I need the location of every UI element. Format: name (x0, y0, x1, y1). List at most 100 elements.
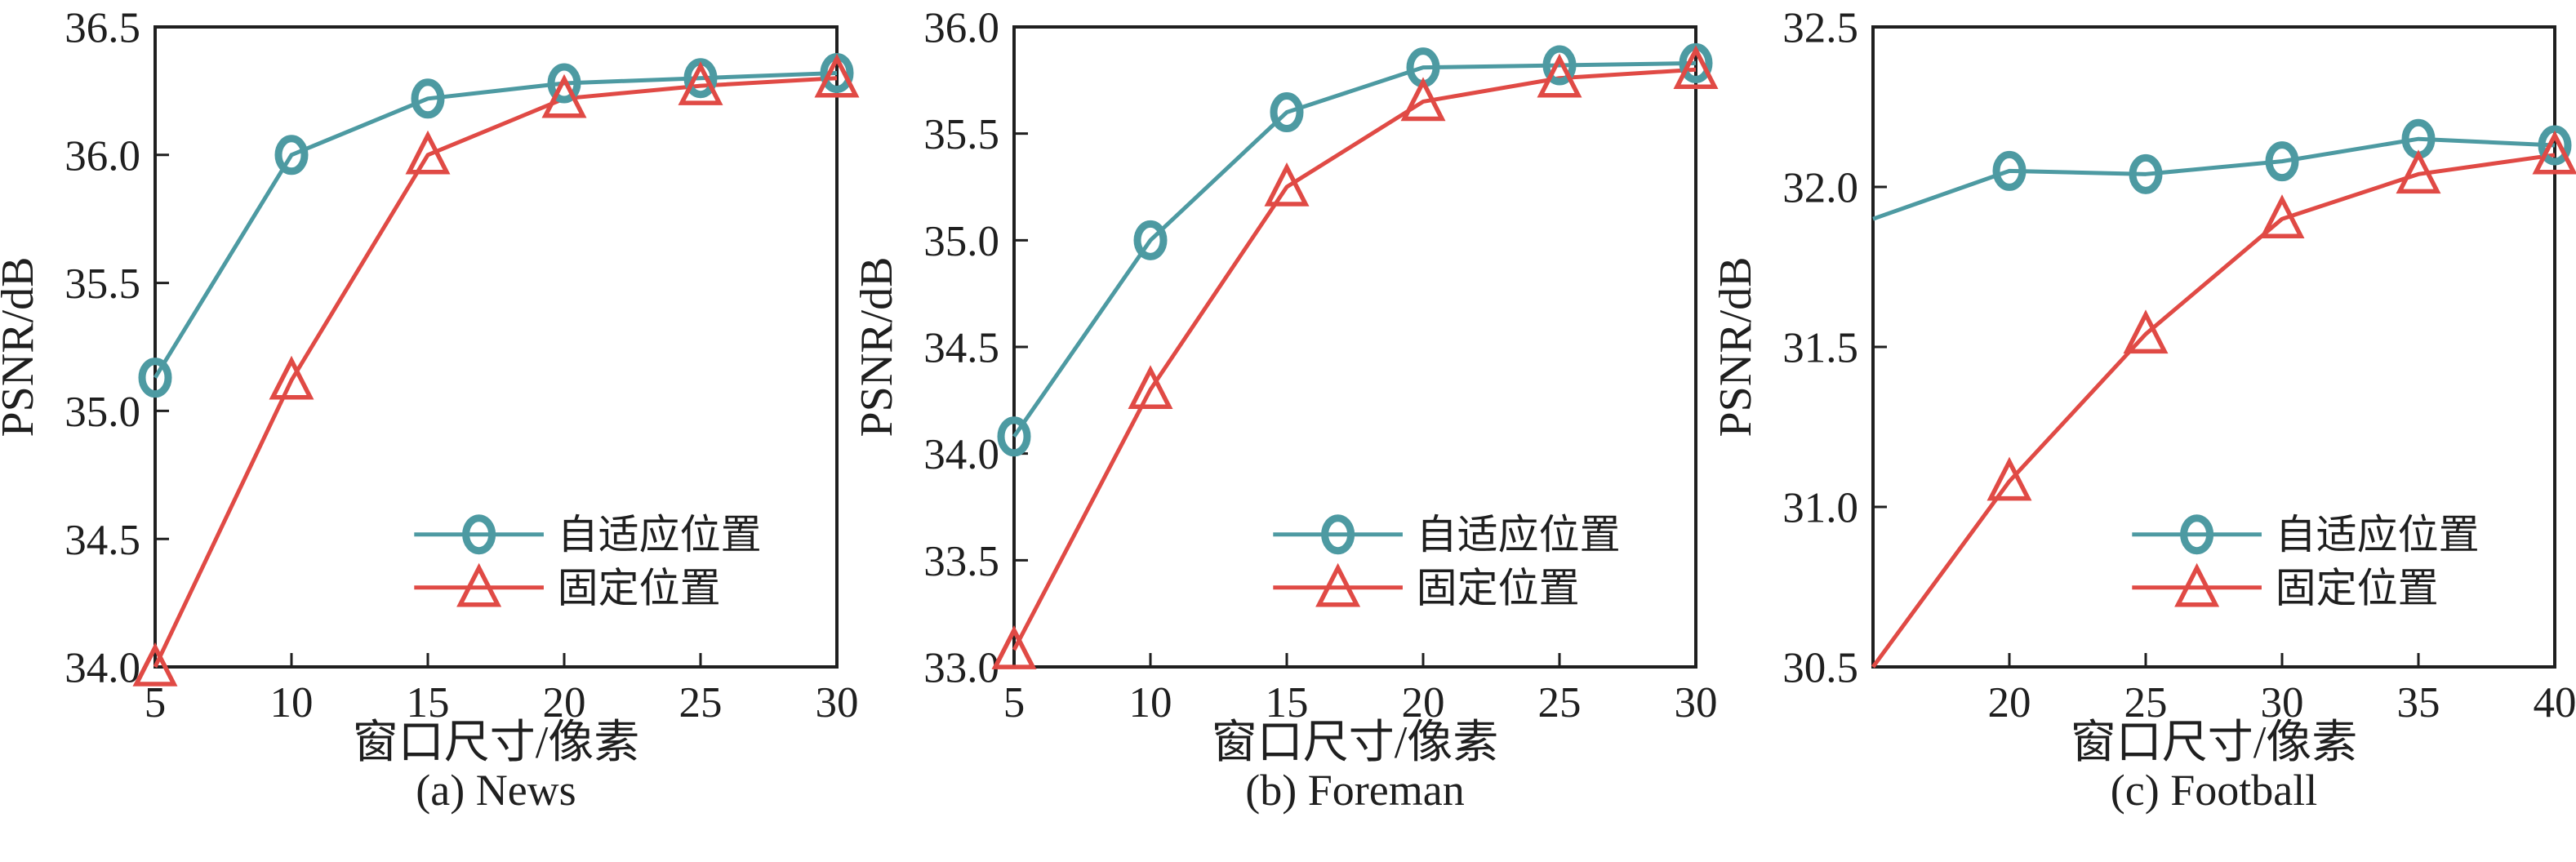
series-0-point-5-circle-marker-icon (2538, 125, 2572, 166)
x-tick-label: 20 (543, 679, 586, 726)
legend-0-circle-marker-icon (462, 514, 496, 555)
x-tick-label: 5 (1003, 679, 1026, 726)
legend-label-0: 自适应位置 (1417, 512, 1621, 558)
chart-a-news-canvas: 34.0 34.5 35.0 35.5 36.0 36.5 5 10 15 20 25 30 PSNR/… (0, 5, 860, 768)
y-tick-label: 34.0 (923, 431, 999, 478)
chart-c-football-caption: (c) Football (2110, 766, 2318, 815)
x-axis-label: 窗口尺寸/像素 (2071, 718, 2358, 768)
plot-border (1012, 25, 1697, 669)
legend-label-1: 固定位置 (2276, 565, 2439, 611)
series-0-point-1-circle-marker-icon (274, 135, 309, 176)
series-1-point-2-triangle-marker-icon (405, 130, 451, 175)
y-axis-label: PSNR/dB (1711, 257, 1761, 438)
x-tick-label: 10 (1129, 679, 1172, 726)
y-tick-label: 36.0 (923, 5, 999, 52)
series-0-point-1-circle-marker-icon (1992, 150, 2027, 191)
series-0-point-3-circle-marker-icon (2265, 141, 2299, 182)
chart-b-foreman-caption: (b) Foreman (1245, 766, 1465, 815)
chart-b-foreman: 33.0 33.5 34.0 34.5 35.0 35.5 36.0 5 10 15 20 25 30 P… (852, 0, 1719, 815)
x-tick-label: 15 (407, 679, 450, 726)
y-tick-label: 32.5 (1782, 5, 1858, 52)
y-tick-label: 32.0 (1782, 165, 1858, 212)
plot-border (153, 25, 839, 669)
y-axis-label: PSNR/dB (0, 257, 43, 438)
series-1-point-3-triangle-marker-icon (2259, 194, 2305, 238)
y-tick-label: 31.5 (1782, 325, 1858, 372)
legend-1-triangle-marker-icon (1315, 562, 1361, 607)
series-1-point-1-triangle-marker-icon (1987, 456, 2032, 501)
series-1-point-4-triangle-marker-icon (2396, 149, 2441, 194)
chart-c-football: 30.5 31.0 31.5 32.0 32.5 20 25 30 35 40 PSNR/dB 窗口尺… (1711, 0, 2576, 815)
y-tick-label: 33.0 (923, 645, 999, 692)
y-tick-label: 35.0 (65, 389, 140, 436)
y-tick-label: 35.5 (65, 260, 140, 308)
x-tick-label: 20 (1988, 679, 2031, 726)
chart-a-news-caption: (a) News (416, 766, 576, 815)
series-1-point-5-triangle-marker-icon (1673, 45, 1719, 90)
series-1-point-0-triangle-marker-icon (991, 625, 1037, 669)
x-axis-label: 窗口尺寸/像素 (1212, 718, 1499, 768)
plot-border (1871, 25, 2556, 669)
legend-1-triangle-marker-icon (456, 562, 502, 607)
series-1-point-1-triangle-marker-icon (1128, 365, 1173, 410)
y-tick-label: 33.5 (923, 538, 999, 585)
series-0-point-4-circle-marker-icon (1542, 45, 1577, 86)
x-tick-label: 40 (2534, 679, 2576, 726)
y-tick-label: 34.0 (65, 645, 140, 692)
series-1-point-4-triangle-marker-icon (678, 61, 723, 105)
x-tick-label: 30 (816, 679, 859, 726)
series-line-1 (1871, 153, 2556, 669)
x-tick-label: 30 (2261, 679, 2304, 726)
series-0-point-1-circle-marker-icon (1133, 220, 1168, 260)
legend-label-1: 固定位置 (1417, 565, 1580, 611)
x-tick-label: 5 (145, 679, 167, 726)
x-tick-label: 30 (1675, 679, 1718, 726)
x-tick-label: 25 (2124, 679, 2168, 726)
series-0-point-0-circle-marker-icon (997, 416, 1031, 457)
series-line-0 (1872, 136, 2556, 221)
series-line-1 (1012, 67, 1697, 651)
y-tick-label: 36.5 (65, 5, 140, 52)
series-1-point-2-triangle-marker-icon (1264, 162, 1310, 207)
series-1-point-3-triangle-marker-icon (541, 73, 587, 118)
y-tick-label: 34.5 (65, 517, 140, 564)
legend-label-0: 自适应位置 (558, 512, 762, 558)
legend-0-circle-marker-icon (1321, 514, 1355, 555)
chart-a-news: 34.0 34.5 35.0 35.5 36.0 36.5 5 10 15 20 25 30 PSNR/… (0, 0, 860, 815)
y-tick-label: 30.5 (1782, 645, 1858, 692)
series-0-point-3-circle-marker-icon (547, 63, 581, 104)
series-1-point-5-triangle-marker-icon (814, 53, 860, 98)
y-tick-label: 34.5 (923, 325, 999, 372)
x-tick-label: 25 (679, 679, 723, 726)
series-1-point-1-triangle-marker-icon (269, 355, 314, 400)
series-1-point-2-triangle-marker-icon (2123, 309, 2169, 354)
series-1-point-0-triangle-marker-icon (132, 642, 178, 686)
series-1-point-5-triangle-marker-icon (2532, 130, 2576, 175)
y-tick-label: 35.5 (923, 111, 999, 158)
series-1-point-4-triangle-marker-icon (1537, 53, 1582, 98)
legend-1-triangle-marker-icon (2174, 562, 2220, 607)
y-tick-label: 31.0 (1782, 485, 1858, 532)
legend-label-1: 固定位置 (558, 565, 721, 611)
series-1-point-3-triangle-marker-icon (1400, 77, 1446, 122)
x-axis-label: 窗口尺寸/像素 (353, 718, 640, 768)
x-tick-label: 15 (1266, 679, 1309, 726)
y-tick-label: 35.0 (923, 218, 999, 265)
series-line-1 (153, 76, 838, 669)
series-0-point-0-circle-marker-icon (138, 358, 172, 398)
chart-b-foreman-canvas: 33.0 33.5 34.0 34.5 35.0 35.5 36.0 5 10 15 20 25 30 P… (852, 5, 1719, 768)
series-0-point-2-circle-marker-icon (1270, 92, 1304, 133)
x-tick-label: 20 (1402, 679, 1445, 726)
series-0-point-2-circle-marker-icon (411, 78, 445, 119)
legend-label-0: 自适应位置 (2276, 512, 2480, 558)
chart-c-football-canvas: 30.5 31.0 31.5 32.0 32.5 20 25 30 35 40 PSNR/dB 窗口尺… (1711, 5, 2576, 768)
series-0-point-2-circle-marker-icon (2129, 153, 2163, 194)
x-tick-label: 25 (1538, 679, 1582, 726)
x-tick-label: 35 (2397, 679, 2440, 726)
series-line-0 (153, 70, 838, 379)
y-tick-label: 36.0 (65, 132, 140, 180)
x-tick-label: 10 (270, 679, 314, 726)
y-axis-label: PSNR/dB (852, 257, 902, 438)
legend-0-circle-marker-icon (2180, 514, 2214, 555)
